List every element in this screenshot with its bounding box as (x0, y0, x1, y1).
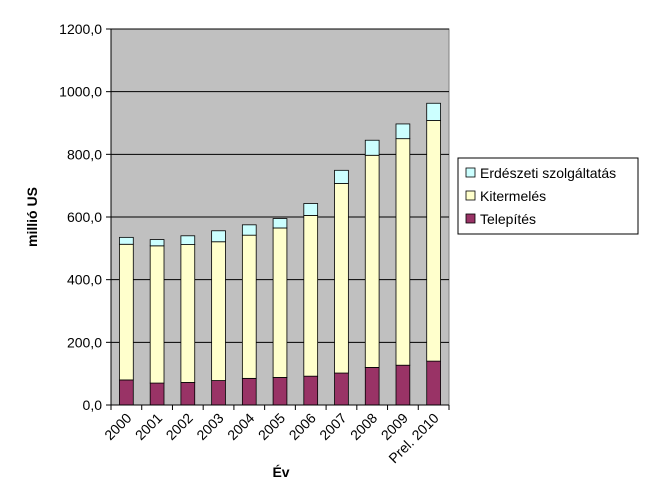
bar-segment (272, 218, 288, 229)
legend-entry: Kitermelés (480, 188, 546, 204)
bar-segment (334, 183, 349, 374)
bar-segment (211, 380, 226, 406)
bar-segment (303, 215, 319, 377)
axes (106, 28, 450, 410)
x-tick-label: 2002 (163, 410, 196, 443)
bar-segment (119, 243, 134, 381)
bar-segment (211, 241, 226, 381)
bar-segment (303, 375, 319, 406)
y-tick-label: 1000,0 (59, 84, 102, 100)
x-tick-label: 2008 (347, 410, 380, 443)
x-tick-labels: 2000200120022003200420052006200720082009… (101, 410, 442, 467)
y-tick-label: 600,0 (67, 209, 102, 225)
bar-segment (395, 123, 411, 140)
y-tick-label: 800,0 (67, 146, 102, 162)
bar-segment (180, 244, 196, 383)
bar-segment (119, 236, 134, 245)
legend-entry: Erdészeti szolgáltatás (480, 165, 616, 181)
y-tick-labels: 0,0 200,0 400,0 600,0 800,0 1000,0 1200,0 (59, 21, 102, 413)
bar-segment (211, 230, 226, 243)
x-axis-title: Év (272, 464, 289, 480)
bar-segment (241, 377, 257, 406)
y-tick-label: 200,0 (67, 334, 102, 350)
bar-segment (241, 224, 257, 236)
legend-entry: Telepítés (480, 211, 536, 227)
bars (119, 102, 441, 406)
y-tick-label: 0,0 (83, 397, 103, 413)
y-tick-label: 400,0 (67, 272, 102, 288)
bar-segment (426, 360, 441, 406)
bar-segment (149, 239, 165, 247)
bar-segment (149, 382, 165, 406)
x-tick-label: 2006 (286, 410, 319, 443)
x-tick-label: 2000 (101, 410, 134, 443)
legend: Erdészeti szolgáltatás Kitermelés Telepíté… (457, 157, 639, 235)
bar-segment (426, 120, 441, 362)
bar-segment (180, 235, 196, 245)
x-tick-label: 2003 (193, 410, 226, 443)
gridlines (111, 28, 449, 343)
y-tick-label: 1200,0 (59, 21, 102, 37)
bar-segment (364, 154, 380, 368)
legend-swatch (465, 167, 476, 178)
bar-segment (334, 169, 349, 184)
legend-swatch (465, 190, 476, 201)
bar-segment (303, 203, 319, 216)
bar-segment (395, 138, 411, 366)
bar-segment (272, 227, 288, 378)
x-tick-label: 2001 (132, 410, 165, 443)
bar-segment (272, 377, 288, 406)
x-tick-label: 2005 (255, 410, 288, 443)
bar-segment (119, 379, 134, 406)
bar-segment (364, 366, 380, 406)
x-tick-label: 2007 (316, 410, 349, 443)
legend-box (457, 157, 639, 235)
bar-segment (149, 245, 165, 384)
legend-swatch (465, 213, 476, 224)
bar-segment (364, 139, 380, 156)
x-tick-label: 2004 (224, 410, 257, 443)
bar-segment (241, 234, 257, 379)
y-axis-title: millió US (24, 187, 40, 247)
bar-segment (180, 382, 196, 406)
bar-segment (395, 364, 411, 406)
bar-segment (426, 102, 441, 121)
bar-segment (334, 372, 349, 406)
